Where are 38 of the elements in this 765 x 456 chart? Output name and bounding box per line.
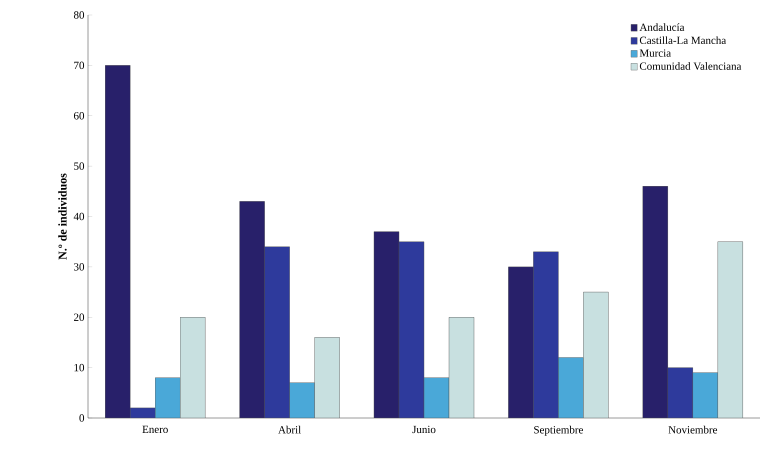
y-axis-title: N.º de individuos — [58, 173, 67, 260]
y-tick-label: 60 — [74, 112, 84, 120]
bar — [314, 337, 340, 418]
y-tick-label: 10 — [74, 364, 84, 372]
y-tick-label: 40 — [74, 212, 84, 220]
bar — [718, 241, 744, 418]
legend-label: Castilla-La Mancha — [640, 36, 726, 44]
x-tick-label: Junio — [412, 426, 436, 434]
bar — [533, 252, 559, 418]
bar — [398, 241, 424, 418]
x-tick-label: Septiembre — [534, 426, 583, 436]
bar — [289, 382, 315, 418]
y-tick-label: 0 — [79, 414, 84, 422]
bar — [424, 378, 450, 418]
y-tick-label: 70 — [74, 62, 84, 70]
legend-label: Comunidad Valenciana — [640, 62, 742, 70]
bar — [374, 231, 400, 418]
bar — [155, 378, 180, 418]
legend-label: Andalucía — [640, 23, 684, 31]
bar — [583, 292, 609, 418]
y-tick-label: 50 — [74, 162, 84, 170]
legend-label: Murcia — [640, 49, 671, 57]
x-tick-label: Abril — [278, 426, 301, 434]
x-tick-label: Noviembre — [668, 426, 718, 434]
bar — [508, 266, 534, 418]
bar — [692, 372, 718, 418]
bar — [642, 186, 668, 418]
y-tick-label: 80 — [74, 11, 84, 19]
bar — [105, 65, 130, 418]
bar — [264, 246, 290, 418]
bar — [558, 357, 584, 418]
y-tick-label: 30 — [74, 263, 84, 271]
bar — [668, 367, 694, 418]
bar — [180, 317, 206, 418]
x-tick-label: Enero — [142, 426, 168, 434]
bar — [448, 317, 474, 418]
bar — [239, 201, 265, 418]
y-tick-label: 20 — [74, 314, 84, 321]
